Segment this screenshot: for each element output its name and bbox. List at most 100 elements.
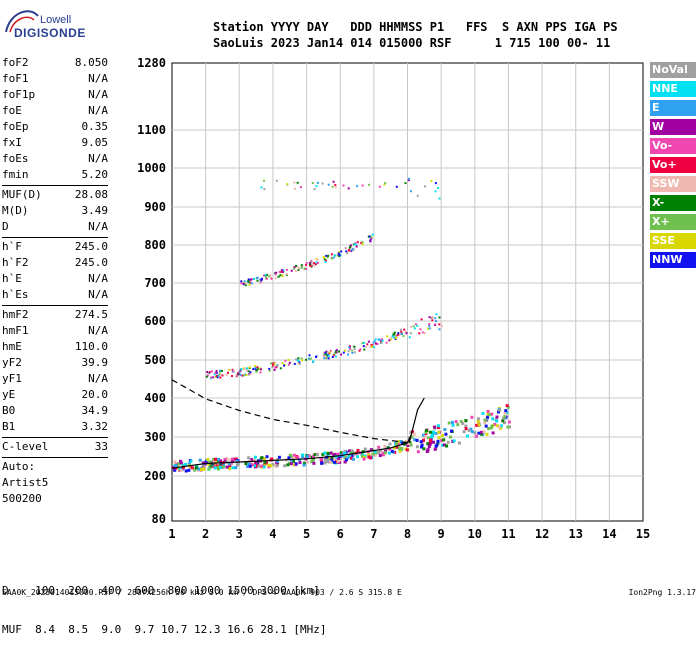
echo-point	[271, 366, 274, 369]
echo-point	[325, 356, 328, 359]
echo-point	[378, 185, 381, 188]
echo-point	[181, 466, 185, 470]
param-row: hmF1 N/A	[2, 324, 108, 340]
echo-point	[351, 349, 354, 352]
echo-point	[312, 461, 316, 465]
echo-point	[356, 185, 359, 188]
echo-point	[213, 466, 217, 470]
echo-point	[400, 330, 403, 333]
echo-point	[493, 423, 497, 426]
echo-point	[381, 451, 385, 455]
echo-point	[333, 460, 336, 464]
param-key: foEp	[2, 120, 29, 133]
echo-point	[309, 263, 311, 266]
echo-point	[369, 456, 373, 460]
echo-point	[329, 349, 332, 352]
echo-point	[442, 438, 446, 442]
echo-point	[344, 247, 347, 250]
echo-point	[174, 464, 178, 468]
y-tick-label: 1280	[137, 56, 166, 70]
echo-point	[386, 335, 389, 338]
echo-point	[340, 250, 343, 253]
param-value: 34.9	[81, 404, 109, 417]
echo-point	[399, 328, 402, 331]
echo-point	[496, 424, 500, 428]
param-key: yF1	[2, 372, 22, 385]
echo-point	[263, 457, 266, 461]
echo-point	[333, 254, 336, 257]
echo-point	[296, 456, 300, 459]
echo-point	[404, 182, 407, 185]
echo-point	[256, 276, 259, 279]
echo-point	[491, 417, 495, 421]
legend-entry: X+	[650, 214, 696, 230]
echo-point	[451, 423, 455, 427]
echo-point	[187, 462, 191, 466]
echo-point	[260, 277, 263, 280]
muf-table: D 100 200 400 600 800 1000 1500 3000 [km…	[2, 558, 327, 649]
echo-point	[420, 318, 423, 321]
echo-point	[404, 439, 408, 443]
echo-point	[398, 449, 402, 453]
echo-point	[368, 235, 371, 238]
echo-point	[184, 462, 188, 466]
echo-point	[335, 349, 338, 352]
echo-point	[355, 245, 358, 248]
echo-point	[363, 341, 366, 344]
echo-point	[405, 448, 409, 452]
x-tick-label: 8	[404, 527, 411, 541]
echo-point	[228, 467, 232, 471]
echo-point	[303, 267, 306, 270]
echo-point	[297, 458, 301, 462]
echo-point	[243, 374, 245, 377]
echo-point	[421, 433, 425, 437]
echo-point	[290, 269, 293, 272]
echo-point	[349, 245, 352, 248]
echo-point	[326, 256, 329, 259]
echo-point	[330, 456, 334, 459]
echo-point	[283, 364, 285, 367]
echo-point	[260, 456, 264, 460]
echo-point	[469, 427, 473, 431]
echo-point	[428, 440, 432, 444]
echo-point	[480, 432, 484, 436]
x-tick-label: 11	[501, 527, 515, 541]
param-value: N/A	[88, 104, 108, 117]
legend-entry: E	[650, 100, 696, 116]
echo-point	[243, 368, 246, 371]
echo-point	[359, 348, 362, 351]
param-row: h`Es N/A	[2, 288, 108, 304]
echo-point	[484, 424, 488, 428]
echo-point	[276, 459, 279, 463]
echo-point	[334, 355, 337, 358]
echo-point	[396, 443, 400, 446]
param-row: foEp 0.35	[2, 120, 108, 136]
echo-point	[296, 181, 299, 184]
echo-point	[274, 277, 277, 280]
echo-point	[265, 276, 268, 279]
echo-point	[219, 376, 222, 379]
echo-point	[187, 468, 191, 472]
echo-point	[481, 412, 485, 415]
echo-point	[189, 459, 193, 463]
echo-point	[292, 463, 296, 467]
echo-point	[428, 327, 431, 330]
echo-point	[351, 451, 355, 455]
param-key: fmin	[2, 168, 29, 181]
param-row: foEs N/A	[2, 152, 108, 168]
echo-point	[283, 464, 287, 468]
echo-point	[413, 327, 416, 330]
logo-lowell: Lowell	[40, 14, 72, 26]
echo-point	[200, 468, 203, 471]
echo-point	[391, 334, 394, 337]
echo-point	[420, 445, 423, 449]
echo-point	[272, 364, 275, 367]
echo-point	[231, 457, 235, 461]
echo-point	[250, 282, 253, 285]
echo-point	[249, 278, 252, 281]
echo-point	[428, 316, 431, 319]
muf-table-distance-row: D 100 200 400 600 800 1000 1500 3000 [km…	[2, 584, 320, 597]
echo-point	[353, 345, 356, 348]
param-key: foF1p	[2, 88, 36, 101]
y-tick-label: 200	[144, 469, 166, 483]
